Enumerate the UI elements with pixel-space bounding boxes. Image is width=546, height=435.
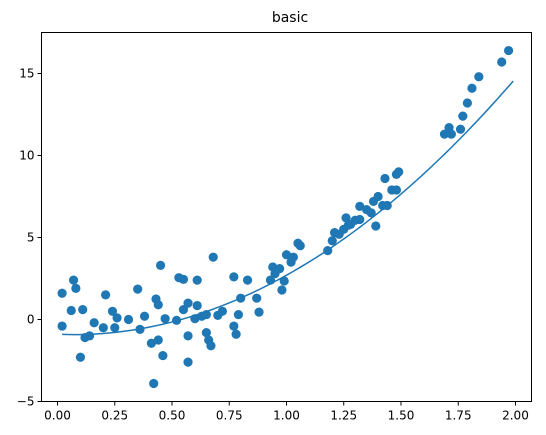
data-point [201,328,211,338]
data-point [504,45,514,56]
y-tick-label: −5 [17,395,35,409]
data-point [327,236,337,246]
data-point [288,252,298,262]
data-point [146,338,157,348]
data-point [439,129,450,139]
data-point [89,318,99,328]
data-point [160,314,170,324]
data-point [98,323,108,333]
data-point [68,275,79,285]
data-point [139,311,150,321]
data-point [462,98,472,108]
data-point [231,329,241,339]
data-point [371,221,381,231]
data-point [341,213,351,223]
data-point [183,357,193,367]
data-point [178,305,189,315]
x-tick-label: 0.75 [216,409,243,423]
data-point [107,306,118,316]
data-point [233,309,244,320]
data-point [112,313,122,323]
data-point [242,275,253,285]
x-tick-label: 1.75 [445,409,472,423]
data-point [101,290,111,300]
data-point [254,307,264,317]
data-point [178,274,189,284]
plot-area [57,45,514,389]
data-point [446,129,456,139]
data-point [57,321,67,331]
x-tick-label: 0.00 [44,409,71,423]
y-tick-label: 0 [27,313,35,327]
data-point [75,352,86,362]
data-point [78,305,88,315]
data-point [66,305,76,316]
data-point [192,300,202,311]
data-point [252,293,262,303]
data-point [394,167,404,177]
data-point [71,283,81,293]
x-tick-label: 2.00 [502,409,529,423]
y-tick-label: 15 [19,67,34,81]
x-tick-label: 1.00 [273,409,300,423]
data-point [380,173,390,184]
data-point [133,284,143,294]
data-point [149,378,159,389]
data-point [279,276,289,286]
x-tick-label: 1.25 [330,409,357,423]
x-tick-label: 0.25 [101,409,128,423]
data-point [84,331,95,341]
data-point [57,288,67,298]
x-axis: 0.00 0.25 0.50 0.75 1.00 1.25 1.50 1.75 2.00 [44,401,529,423]
data-point [366,208,376,218]
data-point [229,321,239,331]
data-point [183,298,193,308]
x-tick-label: 0.50 [159,409,186,423]
axes-frame [41,32,532,402]
y-axis: −5 0 5 10 15 [17,67,42,409]
data-point [277,285,287,295]
data-point [155,260,166,270]
data-point [123,314,134,325]
data-point [158,350,168,361]
data-point [153,335,163,345]
y-tick-label: 10 [19,149,34,163]
data-point [208,252,218,262]
data-point [295,241,305,251]
data-point [373,191,383,202]
data-point [110,323,120,333]
data-point [497,57,507,67]
fit-line [62,80,514,336]
data-point [355,214,365,225]
data-point [455,124,466,134]
data-point [153,300,163,310]
data-point [183,331,193,341]
data-point [355,201,365,211]
data-point [474,72,484,82]
data-point [206,341,216,351]
data-point [467,83,477,93]
data-point [217,306,227,316]
data-point [458,111,468,121]
data-point [229,272,239,282]
y-tick-label: 5 [27,231,35,245]
data-point [192,275,202,285]
x-tick-label: 1.50 [388,409,415,423]
data-point [391,185,402,195]
data-point [275,264,285,274]
chart-title: basic [272,10,308,26]
